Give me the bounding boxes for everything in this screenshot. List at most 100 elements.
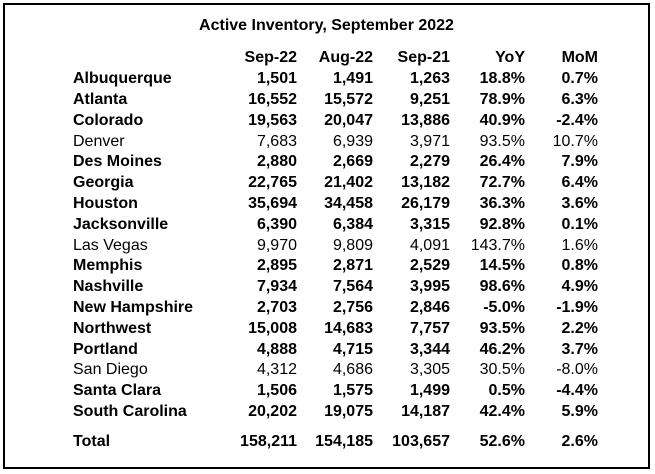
header-aug22: Aug-22: [318, 49, 373, 67]
cell-yoy: 36.3%: [479, 194, 525, 212]
cell-aug22: 1,491: [332, 70, 373, 88]
total-aug22: 154,185: [315, 432, 373, 450]
spacer-row: [73, 422, 598, 431]
total-label: Total: [73, 432, 111, 450]
cell-city: San Diego: [73, 361, 148, 379]
cell-sep21: 3,995: [409, 278, 450, 296]
cell-sep22: 1,501: [256, 70, 297, 88]
cell-city: Northwest: [73, 319, 152, 337]
table-row: South Carolina 20,202 19,075 14,187 42.4% 5.9…: [73, 402, 598, 423]
header-sep22: Sep-22: [244, 49, 297, 67]
cell-yoy: 78.9%: [479, 90, 525, 108]
cell-yoy: 98.6%: [479, 278, 525, 296]
cell-sep22: 6,390: [256, 215, 297, 233]
cell-mom: 4.9%: [561, 278, 598, 296]
cell-city: Des Moines: [73, 153, 162, 171]
table-row: Portland 4,888 4,715 3,344 46.2% 3.7%: [73, 339, 598, 360]
cell-sep22: 15,008: [248, 319, 297, 337]
cell-sep22: 4,888: [256, 340, 297, 358]
table-row: Georgia 22,765 21,402 13,182 72.7% 6.4%: [73, 173, 598, 194]
cell-aug22: 1,575: [332, 382, 373, 400]
cell-aug22: 2,871: [332, 257, 373, 275]
table-row: Denver 7,683 6,939 3,971 93.5% 10.7%: [73, 131, 598, 152]
cell-mom: 6.4%: [561, 174, 598, 192]
cell-sep22: 20,202: [248, 402, 297, 420]
cell-sep21: 3,305: [409, 361, 450, 379]
cell-yoy: 93.5%: [479, 132, 525, 150]
header-yoy: YoY: [495, 49, 525, 67]
cell-sep21: 3,971: [409, 132, 450, 150]
cell-aug22: 2,756: [332, 298, 373, 316]
cell-sep21: 4,091: [409, 236, 450, 254]
cell-mom: 0.1%: [561, 215, 598, 233]
cell-aug22: 6,384: [332, 215, 373, 233]
table-row: San Diego 4,312 4,686 3,305 30.5% -8.0%: [73, 360, 598, 381]
table-row: Santa Clara 1,506 1,575 1,499 0.5% -4.4%: [73, 381, 598, 402]
cell-sep22: 7,683: [256, 132, 297, 150]
table-row: Northwest 15,008 14,683 7,757 93.5% 2.2%: [73, 318, 598, 339]
cell-sep22: 4,312: [256, 361, 297, 379]
cell-sep22: 16,552: [248, 90, 297, 108]
cell-sep21: 13,886: [401, 111, 450, 129]
table-row: Jacksonville 6,390 6,384 3,315 92.8% 0.1%: [73, 214, 598, 235]
cell-sep22: 1,506: [256, 382, 297, 400]
cell-mom: 0.8%: [561, 257, 598, 275]
cell-sep21: 2,529: [409, 257, 450, 275]
cell-city: New Hampshire: [73, 298, 194, 316]
table-row: Houston 35,694 34,458 26,179 36.3% 3.6%: [73, 194, 598, 215]
cell-aug22: 9,809: [332, 236, 373, 254]
cell-sep22: 19,563: [248, 111, 297, 129]
total-sep21: 103,657: [392, 432, 450, 450]
table-row: Des Moines 2,880 2,669 2,279 26.4% 7.9%: [73, 152, 598, 173]
cell-mom: 10.7%: [552, 132, 598, 150]
table-row: Las Vegas 9,970 9,809 4,091 143.7% 1.6%: [73, 235, 598, 256]
cell-sep21: 13,182: [401, 174, 450, 192]
cell-city: Georgia: [73, 174, 134, 192]
cell-mom: 2.2%: [561, 319, 598, 337]
cell-aug22: 21,402: [324, 174, 373, 192]
cell-mom: 6.3%: [561, 90, 598, 108]
cell-aug22: 34,458: [324, 194, 373, 212]
cell-yoy: 26.4%: [479, 153, 525, 171]
cell-yoy: 93.5%: [479, 319, 525, 337]
cell-city: Denver: [73, 132, 125, 150]
cell-yoy: 143.7%: [470, 236, 525, 254]
cell-aug22: 4,715: [332, 340, 373, 358]
cell-city: Houston: [73, 194, 138, 212]
header-row: Sep-22 Aug-22 Sep-21 YoY MoM: [73, 48, 598, 69]
cell-sep22: 2,703: [256, 298, 297, 316]
cell-sep21: 14,187: [401, 402, 450, 420]
total-row: Total 158,211 154,185 103,657 52.6% 2.6%: [73, 431, 598, 452]
cell-mom: -8.0%: [556, 361, 598, 379]
cell-mom: 7.9%: [561, 153, 598, 171]
cell-sep22: 2,895: [256, 257, 297, 275]
cell-yoy: 72.7%: [479, 174, 525, 192]
cell-sep21: 3,315: [409, 215, 450, 233]
cell-sep21: 9,251: [409, 90, 450, 108]
cell-yoy: 92.8%: [479, 215, 525, 233]
cell-city: Nashville: [73, 278, 144, 296]
table-row: Colorado 19,563 20,047 13,886 40.9% -2.4%: [73, 110, 598, 131]
cell-sep22: 35,694: [248, 194, 297, 212]
cell-city: Memphis: [73, 257, 143, 275]
cell-city: Santa Clara: [73, 382, 162, 400]
cell-city: Portland: [73, 340, 138, 358]
cell-sep22: 7,934: [256, 278, 297, 296]
cell-city: Las Vegas: [73, 236, 148, 254]
cell-sep21: 1,499: [409, 382, 450, 400]
cell-sep21: 1,263: [409, 70, 450, 88]
cell-aug22: 6,939: [332, 132, 373, 150]
cell-mom: -4.4%: [556, 382, 598, 400]
table-row: Atlanta 16,552 15,572 9,251 78.9% 6.3%: [73, 90, 598, 111]
cell-city: South Carolina: [73, 402, 187, 420]
cell-mom: -1.9%: [556, 298, 598, 316]
cell-sep21: 2,846: [409, 298, 450, 316]
table-row: Memphis 2,895 2,871 2,529 14.5% 0.8%: [73, 256, 598, 277]
cell-yoy: 46.2%: [479, 340, 525, 358]
cell-yoy: 42.4%: [479, 402, 525, 420]
cell-sep21: 7,757: [409, 319, 450, 337]
cell-yoy: 14.5%: [479, 257, 525, 275]
cell-aug22: 20,047: [324, 111, 373, 129]
cell-mom: 3.6%: [561, 194, 598, 212]
cell-sep21: 26,179: [401, 194, 450, 212]
